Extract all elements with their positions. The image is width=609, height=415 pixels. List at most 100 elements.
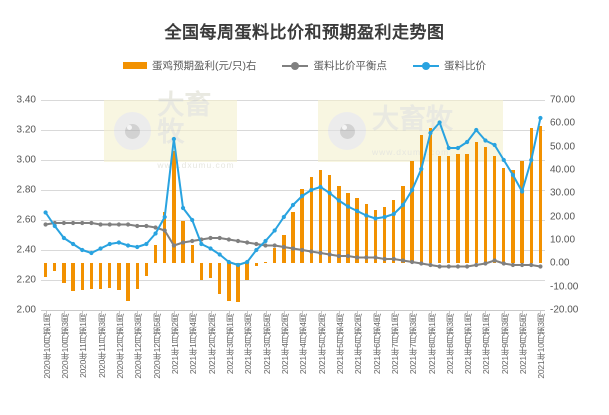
data-point <box>391 256 396 262</box>
data-point <box>226 237 231 242</box>
y-axis-left-tick: 2.20 <box>16 274 36 286</box>
data-point <box>180 240 186 245</box>
data-point <box>465 264 470 269</box>
legend-line-swatch-gray-icon <box>282 61 309 71</box>
bar <box>172 151 176 264</box>
y-axis-left-tick: 3.00 <box>16 154 36 166</box>
data-point <box>263 243 268 248</box>
x-axis-tick-label: 2021年2月第2周 <box>206 314 217 375</box>
legend-bar-swatch-icon <box>123 62 148 69</box>
data-point <box>400 202 406 208</box>
data-point <box>272 228 277 233</box>
data-point <box>474 262 479 268</box>
bar <box>126 263 130 301</box>
legend-item-ratio[interactable]: 蛋料比价 <box>412 58 486 73</box>
x-axis-tick <box>320 311 322 315</box>
data-point <box>144 241 149 247</box>
x-axis-tick <box>412 311 414 315</box>
chart-legend: 蛋鸡预期盈利(元/只)右 蛋料比价平衡点 蛋料比价 <box>0 58 609 73</box>
data-point <box>290 246 296 251</box>
bar <box>144 263 149 277</box>
y-axis-left-tick: 2.40 <box>16 244 36 256</box>
bar <box>492 156 497 264</box>
y-axis-left-tick: 3.40 <box>16 94 36 106</box>
x-axis-tick-label: 2021年9月第5周 <box>518 314 529 375</box>
data-point <box>98 222 103 227</box>
bar <box>538 125 543 264</box>
data-point <box>290 202 296 208</box>
data-point <box>355 208 360 214</box>
data-point <box>428 130 433 136</box>
data-point <box>510 262 516 268</box>
x-axis-tick <box>503 311 505 315</box>
x-axis-tick-label: 2020年12月第3周 <box>133 314 144 379</box>
data-point <box>135 223 140 229</box>
data-point <box>281 244 286 250</box>
y-axis-right-tick: 0.00 <box>550 257 570 269</box>
legend-item-profit[interactable]: 蛋鸡预期盈利(元/只)右 <box>123 58 256 73</box>
bar <box>437 156 442 264</box>
bar <box>419 135 423 264</box>
data-point <box>153 231 158 236</box>
x-axis-tick <box>82 311 84 315</box>
y-axis-right-tick: 20.00 <box>550 211 576 223</box>
x-axis-tick <box>522 311 524 315</box>
bar <box>318 170 323 264</box>
data-point <box>235 262 241 268</box>
data-point <box>89 250 94 256</box>
x-axis-tick-label: 2021年8月第3周 <box>444 314 455 375</box>
data-point <box>107 222 112 227</box>
x-axis-tick <box>247 311 249 315</box>
bar <box>502 167 506 264</box>
data-point <box>125 222 131 227</box>
gridline <box>41 160 545 161</box>
bar <box>135 263 139 289</box>
legend-label-profit: 蛋鸡预期盈利(元/只)右 <box>152 60 257 72</box>
line-series-balance <box>43 220 543 269</box>
bar <box>364 203 368 264</box>
y-axis-right-tick: 60.00 <box>550 117 576 129</box>
data-point <box>483 138 488 143</box>
data-point <box>382 256 387 262</box>
y-axis-right-tick: 10.00 <box>550 234 576 246</box>
x-axis-tick-label: 2021年3月第1周 <box>224 314 235 375</box>
x-axis-tick <box>485 311 487 315</box>
x-axis-tick-label: 2021年6月第2周 <box>353 314 364 375</box>
bar <box>254 263 259 266</box>
x-axis-tick-label: 2021年7月第1周 <box>389 314 400 375</box>
data-point <box>382 214 387 220</box>
data-point <box>455 145 461 151</box>
bar <box>217 263 222 294</box>
data-point <box>116 240 121 245</box>
data-point <box>327 190 332 196</box>
bar <box>346 193 350 264</box>
data-point <box>226 259 231 265</box>
bar <box>43 263 48 278</box>
y-axis-left-tick: 2.80 <box>16 184 36 196</box>
data-point <box>529 157 534 163</box>
x-axis-tick <box>137 311 139 315</box>
data-point <box>125 243 131 248</box>
data-point <box>281 214 286 220</box>
bar <box>428 128 433 264</box>
data-point <box>43 210 48 215</box>
bar <box>309 177 314 264</box>
data-point <box>501 157 506 163</box>
x-axis-tick-label: 2021年4月第4周 <box>298 314 309 375</box>
x-axis-tick <box>302 311 304 315</box>
gridline <box>41 100 545 101</box>
bar <box>208 263 213 279</box>
data-point <box>144 223 149 229</box>
x-axis-tick <box>430 311 432 315</box>
bar <box>382 207 387 264</box>
y-axis-right-tick: 50.00 <box>550 141 576 153</box>
y-axis-right-tick: -10.00 <box>550 281 579 293</box>
data-point <box>300 193 305 199</box>
bar <box>272 248 277 264</box>
data-point <box>80 247 85 253</box>
bar <box>245 263 249 280</box>
legend-item-balance[interactable]: 蛋料比价平衡点 <box>282 58 387 73</box>
data-point <box>437 120 442 125</box>
x-axis-tick-label: 2020年12月第5周 <box>151 314 162 379</box>
x-axis-tick <box>173 311 175 315</box>
